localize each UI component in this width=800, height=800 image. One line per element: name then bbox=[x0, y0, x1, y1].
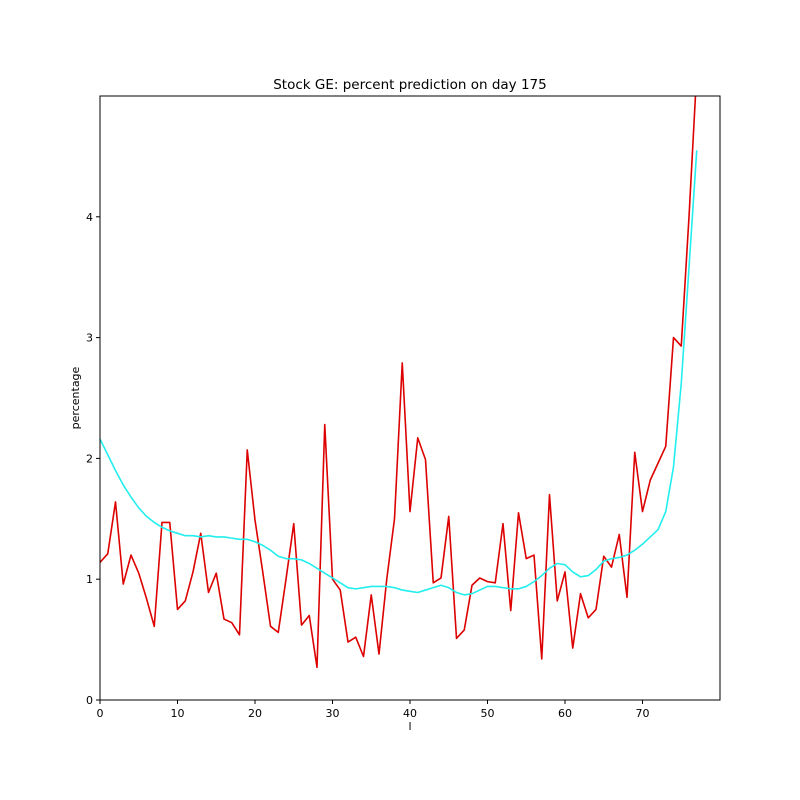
y-tick-label: 1 bbox=[86, 573, 93, 586]
x-tick-label: 40 bbox=[403, 707, 417, 720]
y-axis-label: percentage bbox=[69, 366, 82, 429]
y-tick-label: 0 bbox=[86, 694, 93, 707]
chart-title: Stock GE: percent prediction on day 175 bbox=[273, 77, 547, 93]
x-tick-label: 70 bbox=[636, 707, 650, 720]
series-line-2 bbox=[100, 150, 698, 596]
x-tick-label: 20 bbox=[248, 707, 262, 720]
x-tick-label: 60 bbox=[558, 707, 572, 720]
y-tick-label: 4 bbox=[86, 211, 93, 224]
y-tick-label: 2 bbox=[86, 452, 93, 465]
x-tick-label: 50 bbox=[481, 707, 495, 720]
plot-frame bbox=[99, 95, 721, 701]
x-tick-label: 0 bbox=[97, 707, 104, 720]
series-layer bbox=[100, 96, 698, 669]
x-axis-label: l bbox=[408, 720, 411, 733]
x-tick-label: 10 bbox=[171, 707, 185, 720]
y-axis: 0 1 2 3 4 bbox=[86, 211, 100, 707]
x-axis: 0 10 20 30 40 50 60 70 bbox=[97, 700, 650, 720]
series-line-1 bbox=[100, 96, 697, 669]
x-tick-label: 30 bbox=[326, 707, 340, 720]
y-tick-label: 3 bbox=[86, 332, 93, 345]
